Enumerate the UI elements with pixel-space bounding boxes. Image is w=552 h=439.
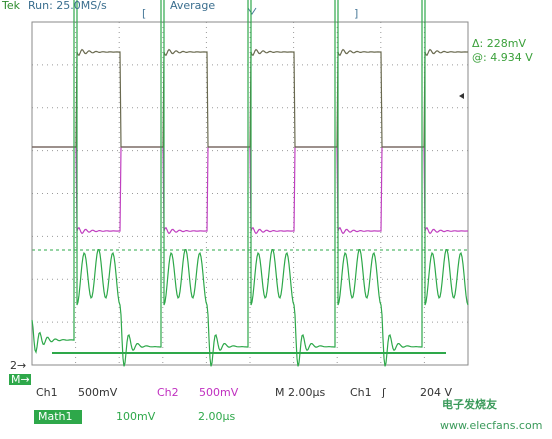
- math-marker-box: [9, 374, 31, 385]
- brand: Tek: [1, 0, 21, 12]
- watermark-logo: 电子发烧友: [442, 397, 497, 411]
- trigger-position: [247, 7, 257, 15]
- ch2-marker: 2→: [10, 359, 26, 372]
- ch1-scale: 500mV: [78, 386, 118, 399]
- record-bracket: [: [142, 7, 146, 20]
- acquisition-status: Run: 25.0MS/s: [28, 0, 107, 12]
- acquisition-mode: Average: [170, 0, 215, 12]
- timebase: M 2.00µs: [275, 386, 325, 399]
- watermark-url: www.elecfans.com: [440, 419, 542, 432]
- math-label: Math1: [38, 410, 73, 423]
- math-label-box: [34, 410, 82, 424]
- record-bracket: ]: [354, 7, 358, 20]
- trigger-level-marker: [459, 93, 464, 99]
- trigger-source: Ch1: [350, 386, 372, 399]
- math-scale: 100mV: [116, 410, 156, 423]
- trigger-level: 204 V: [420, 386, 452, 399]
- ch2-label: Ch2: [157, 386, 179, 399]
- ch1-trace: [32, 48, 468, 148]
- cursor-position: @: 4.934 V: [472, 51, 533, 64]
- ch1-label: Ch1: [36, 386, 58, 399]
- math-timebase: 2.00µs: [198, 410, 235, 423]
- math-marker: M→: [11, 373, 30, 386]
- math-trace: [31, 0, 469, 367]
- trigger-slope: ʃ: [381, 386, 386, 399]
- ch2-scale: 500mV: [199, 386, 239, 399]
- graticule-frame: [31, 21, 469, 366]
- waveforms: [31, 0, 469, 367]
- cursor-delta: Δ: 228mV: [472, 37, 526, 50]
